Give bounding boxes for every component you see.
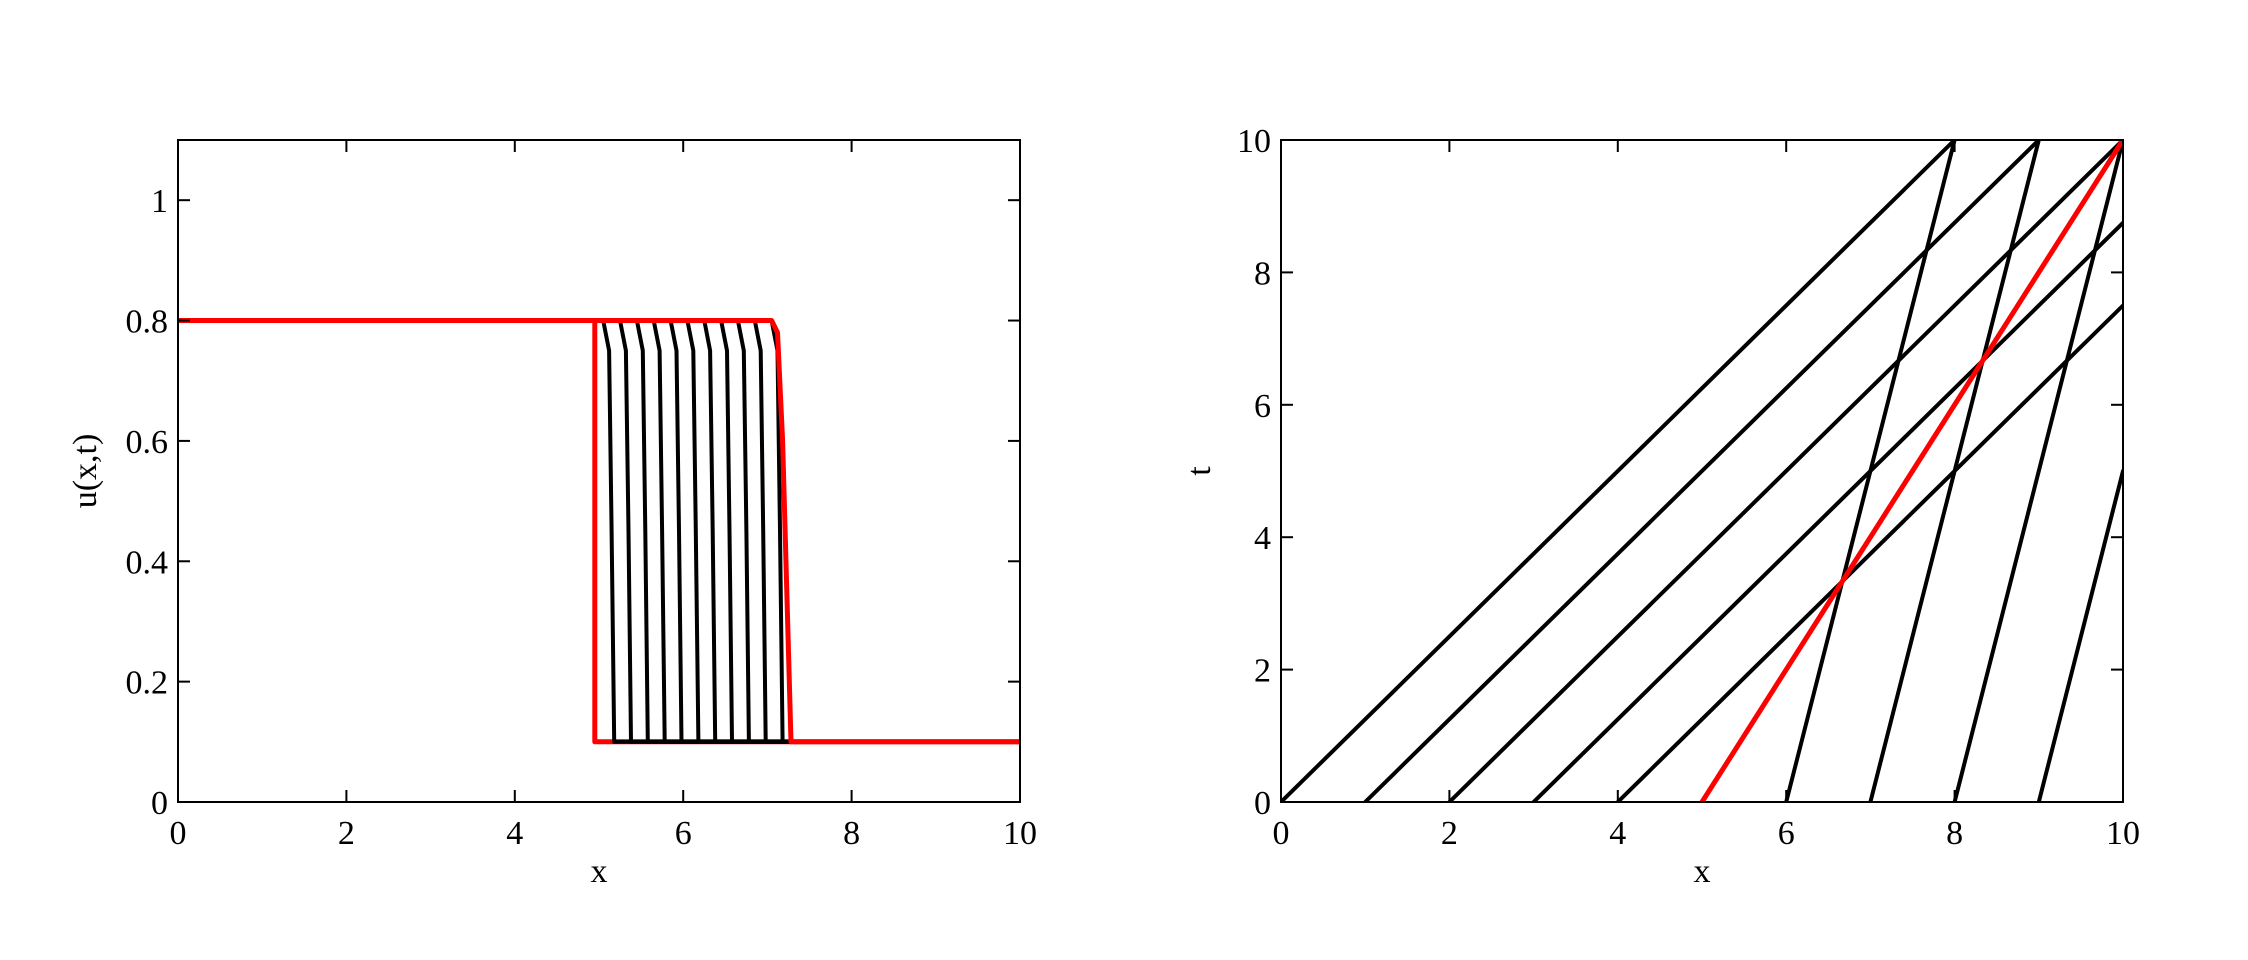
right-chart-panel: 0 2 4 6 8 10 0 2 4 6 8 10 x t [1181,123,2140,890]
black-series-line-2 [178,318,1020,744]
black-series-line-8 [2036,469,2123,802]
black-series-line-11 [178,318,1020,744]
black-series-line-5 [178,318,1020,744]
black-series-line-2 [1447,140,2123,802]
axes-frame [177,139,1021,803]
y-tick-label: 0 [1254,785,1271,822]
black-series-line-10 [178,318,1020,744]
y-tick-label: 2 [1254,653,1271,690]
series-group [1281,140,2123,802]
y-tick-label: 0.4 [126,544,169,581]
black-series-line-1 [1363,140,2041,802]
y-tick-label: 8 [1254,255,1271,292]
x-tick-label: 8 [843,815,860,852]
x-tick-label: 10 [2106,815,2140,852]
y-tick-label: 0.8 [126,304,169,341]
y-tick-label: 0 [151,785,168,822]
y-tick-label: 6 [1254,388,1271,425]
red-series-line-12 [178,318,1020,745]
black-series-line-6 [1868,140,2041,802]
black-series-line-6 [178,318,1020,744]
black-series-line-3 [1531,220,2123,802]
red-series-line-0 [178,318,1020,745]
x-tick-label: 4 [1609,815,1626,852]
black-series-line-1 [178,318,1020,744]
black-series-line-7 [1952,140,2123,802]
x-tick-label: 6 [1778,815,1795,852]
y-tick-label: 0.2 [126,665,169,702]
black-series-line-8 [178,318,1020,744]
x-tick-label: 2 [338,815,355,852]
x-axis-label: x [1694,853,1711,890]
x-tick-label: 10 [1003,815,1037,852]
black-series-line-9 [178,318,1020,744]
black-series-line-0 [1281,140,1957,802]
y-axis-label: u(x,t) [67,434,104,509]
x-tick-label: 4 [506,815,523,852]
x-tick-label: 6 [675,815,692,852]
x-tick-label: 8 [1946,815,1963,852]
y-tick-label: 4 [1254,520,1271,557]
y-tick-label: 0.6 [126,424,169,461]
x-tick-label: 0 [1273,815,1290,852]
y-axis-label: t [1181,466,1218,476]
left-chart-panel: 0 2 4 6 8 10 0 0.2 0.4 0.6 0.8 1 x u(x,t) [67,139,1037,890]
x-tick-label: 0 [170,815,187,852]
axes-frame [1280,139,2124,803]
black-series-line-7 [178,318,1020,744]
black-series-line-4 [178,318,1020,744]
x-tick-label: 2 [1441,815,1458,852]
y-tick-label: 10 [1237,123,1271,160]
black-series-line-4 [1615,303,2123,802]
red-series-line-9 [1699,140,2123,802]
black-series-line-3 [178,318,1020,744]
y-tick-label: 1 [151,183,168,220]
black-series-line-5 [1784,140,1957,802]
series-group [178,318,1020,745]
x-axis-label: x [591,853,608,890]
